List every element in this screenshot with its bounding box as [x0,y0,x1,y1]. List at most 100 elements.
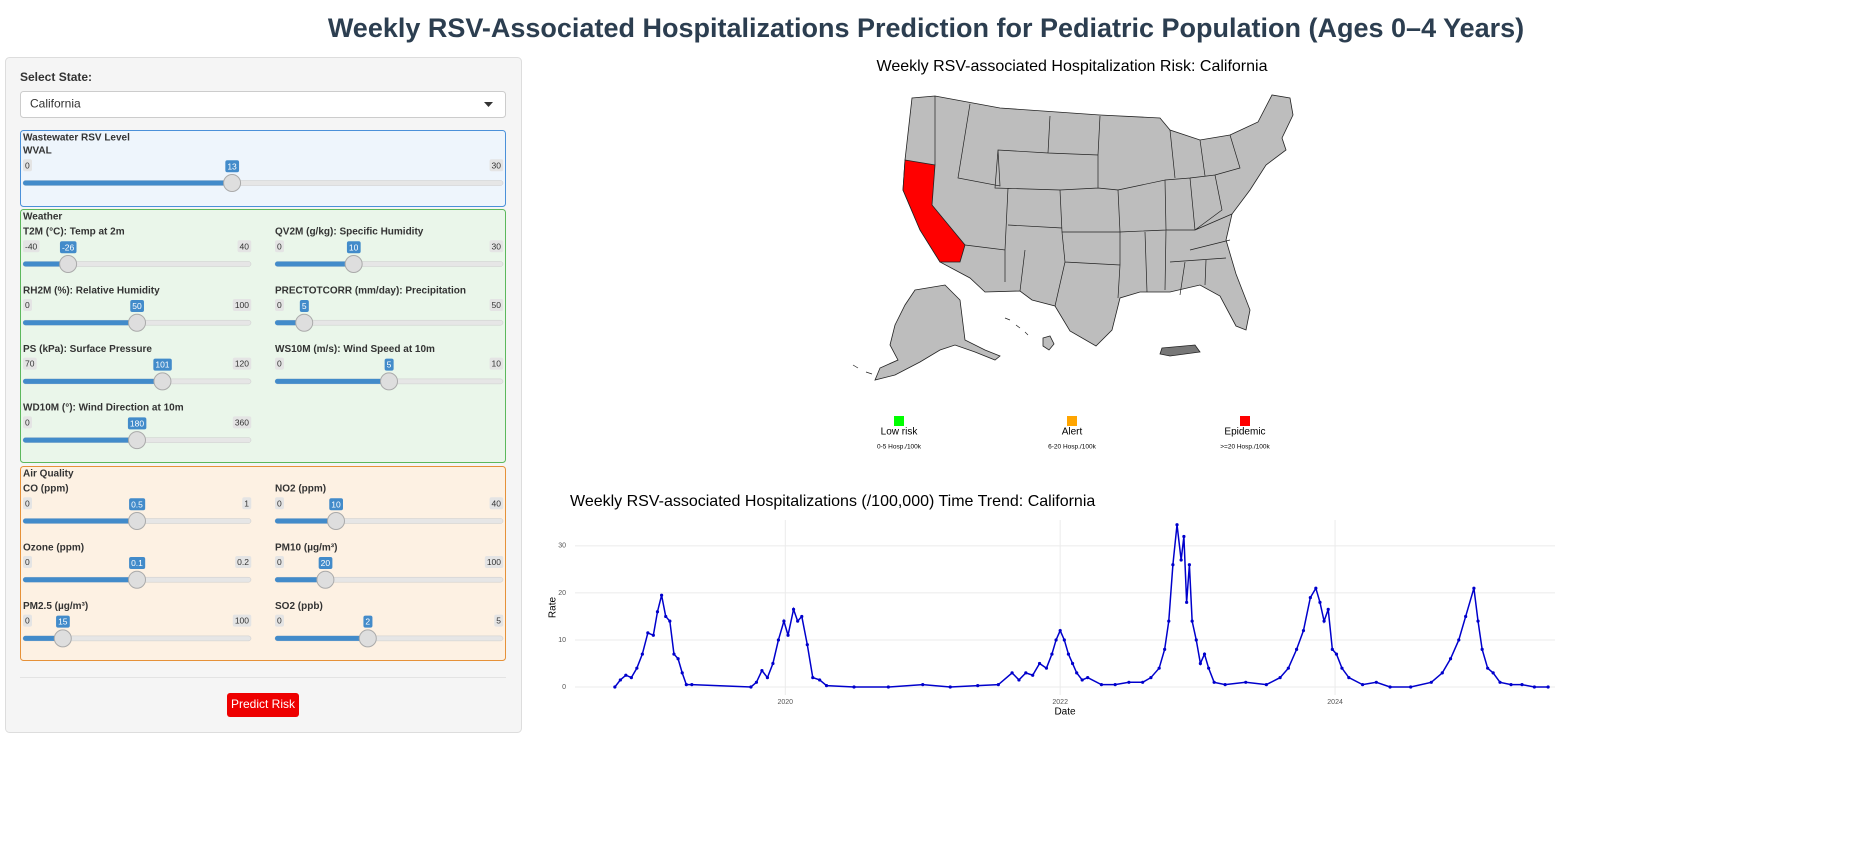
legend-swatch [1240,416,1250,426]
data-point [1202,652,1207,656]
slider-text-bg [489,298,504,311]
data-point [1318,600,1322,604]
data-point [676,657,680,661]
data-point [760,668,764,673]
select-arrow [484,102,493,107]
slider-text-bg [232,416,252,429]
x-axis-label: Date [1054,707,1076,718]
data-point [948,685,952,689]
slider-text-bg [275,240,284,253]
slider-text-bg [235,555,252,568]
legend-label: Low risk [881,427,919,438]
data-point [1457,638,1461,642]
slider-thumb[interactable] [358,629,377,648]
slider-label: NO2 (ppm) [275,484,326,495]
data-point [668,619,672,623]
slider-text-bg [23,614,32,627]
section-box [20,466,506,661]
data-point [1374,680,1378,684]
slider-fill [275,518,336,524]
slider-thumb[interactable] [53,629,72,648]
data-point [629,675,633,680]
data-point [1330,647,1334,651]
data-point [1167,619,1171,623]
data-point [1440,671,1444,675]
slider-thumb[interactable] [295,313,314,332]
slider-text-bg [489,357,504,370]
slider-text-bg [275,555,284,568]
slider-text-bg [484,555,504,568]
data-point [672,652,676,656]
slider-text-bg [329,498,343,511]
slider-thumb[interactable] [128,313,146,332]
legend-label: Alert [1062,427,1083,438]
legend-swatch [1067,416,1077,426]
islands [852,317,1029,375]
slider-label: PM10 (µg/m³) [275,542,337,553]
slider-thumb[interactable] [223,174,242,192]
slider-text-bg [129,556,146,569]
state-select[interactable] [20,91,506,118]
data-point [690,683,694,687]
slider-thumb[interactable] [380,372,398,391]
slider-label: WS10M (m/s): Wind Speed at 10m [275,344,435,355]
slider-text: 0.5 [131,499,143,509]
data-point [1062,638,1066,642]
slider-thumb[interactable] [128,570,146,589]
data-point [1044,666,1049,670]
slider-thumb[interactable] [153,372,172,391]
data-point [811,675,815,680]
data-point [1388,685,1392,689]
slider-text: 0 [277,300,282,310]
legend-range: 0-5 Hosp./100k [877,444,922,451]
slider-thumb[interactable] [344,255,363,273]
data-point [1429,680,1433,684]
slider-text-bg [237,240,252,253]
data-point [1520,683,1524,687]
data-point [1187,563,1191,567]
slider-text: 0.2 [237,557,249,567]
slider-text: 10 [349,242,359,252]
slider-thumb[interactable] [128,512,146,530]
slider-text: 0 [277,498,282,508]
slider-text: 5 [496,616,501,626]
data-point [1086,675,1090,680]
data-point [796,619,800,623]
data-point [786,633,790,637]
slider-label: PS (kPa): Surface Pressure [23,344,152,355]
slider-text-bg [225,160,240,173]
slider-text: 50 [132,301,142,311]
slider-fill [23,437,137,443]
slider-label: T2M (°C): Temp at 2m [23,227,125,238]
slider-fill [23,635,63,641]
slider-text: 10 [331,499,341,509]
data-point [976,683,980,688]
data-point [1157,666,1161,670]
data-point [1054,638,1058,642]
slider-thumb[interactable] [128,431,146,450]
slider-text: 0 [25,616,30,626]
data-point [1498,680,1502,684]
data-point [1486,666,1490,670]
data-point [1509,683,1513,687]
predict-button[interactable] [227,693,299,717]
data-point [1017,678,1021,682]
map-title: Weekly RSV-associated Hospitalization Ri… [877,58,1268,75]
slider-thumb[interactable] [327,512,345,530]
data-point [1334,652,1339,656]
territory-shape [1159,344,1201,357]
slider-text: 5 [302,301,307,311]
data-point [1175,523,1179,527]
data-point [1212,680,1216,684]
slider-text-bg [56,615,70,628]
data-point [805,643,809,647]
slider-thumb[interactable] [316,570,335,589]
slider-label: PM2.5 (µg/m³) [23,601,88,612]
data-point [613,685,617,689]
slider-text: 20 [321,558,331,568]
data-point [824,683,829,688]
data-point [765,675,770,680]
slider-text-bg [489,497,504,510]
data-point [1464,614,1468,619]
slider-thumb[interactable] [59,255,78,273]
